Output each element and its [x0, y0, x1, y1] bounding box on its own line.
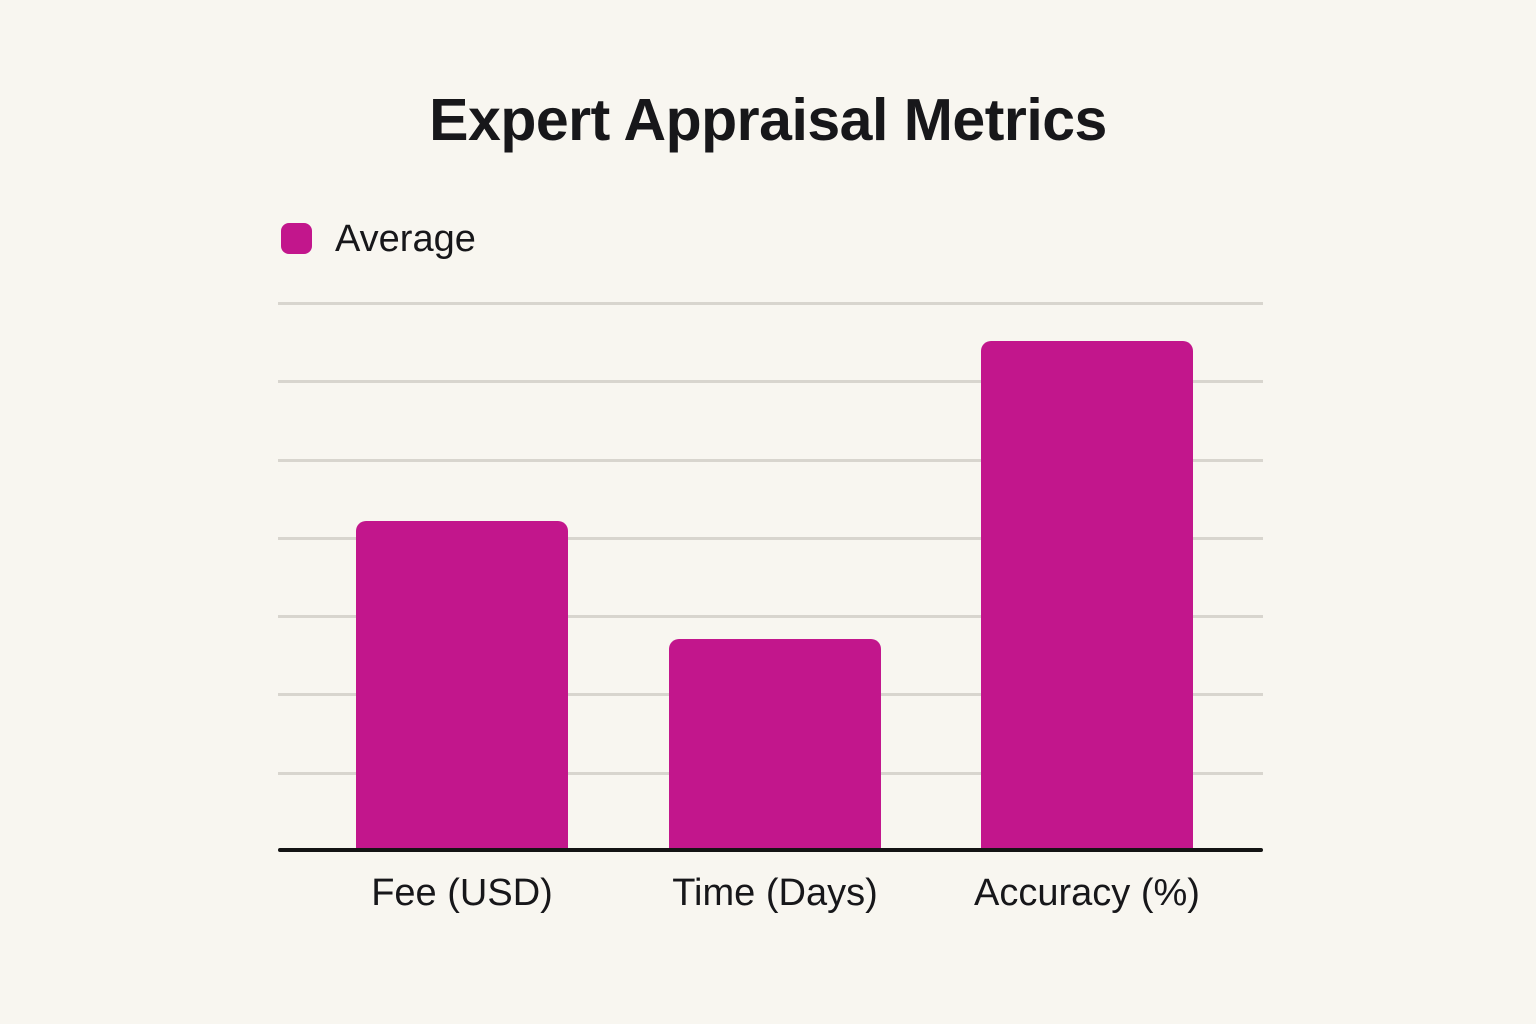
- chart-title: Expert Appraisal Metrics: [429, 87, 1107, 153]
- legend-swatch-average: [281, 223, 312, 254]
- x-axis-label: Accuracy (%): [974, 872, 1200, 914]
- legend-label-average: Average: [335, 217, 476, 260]
- bar-fee-usd: [356, 521, 568, 850]
- bar-accuracy: [981, 341, 1193, 850]
- x-axis-label: Time (Days): [672, 872, 878, 914]
- gridline: [278, 459, 1263, 462]
- bar-time-days: [669, 639, 881, 850]
- gridline: [278, 302, 1263, 305]
- plot-area: Fee (USD) Time (Days) Accuracy (%): [278, 302, 1263, 914]
- x-axis-line: [278, 848, 1263, 852]
- gridline: [278, 380, 1263, 383]
- x-axis-label: Fee (USD): [371, 872, 553, 914]
- gridline: [278, 615, 1263, 618]
- gridline: [278, 537, 1263, 540]
- legend: Average: [281, 217, 476, 260]
